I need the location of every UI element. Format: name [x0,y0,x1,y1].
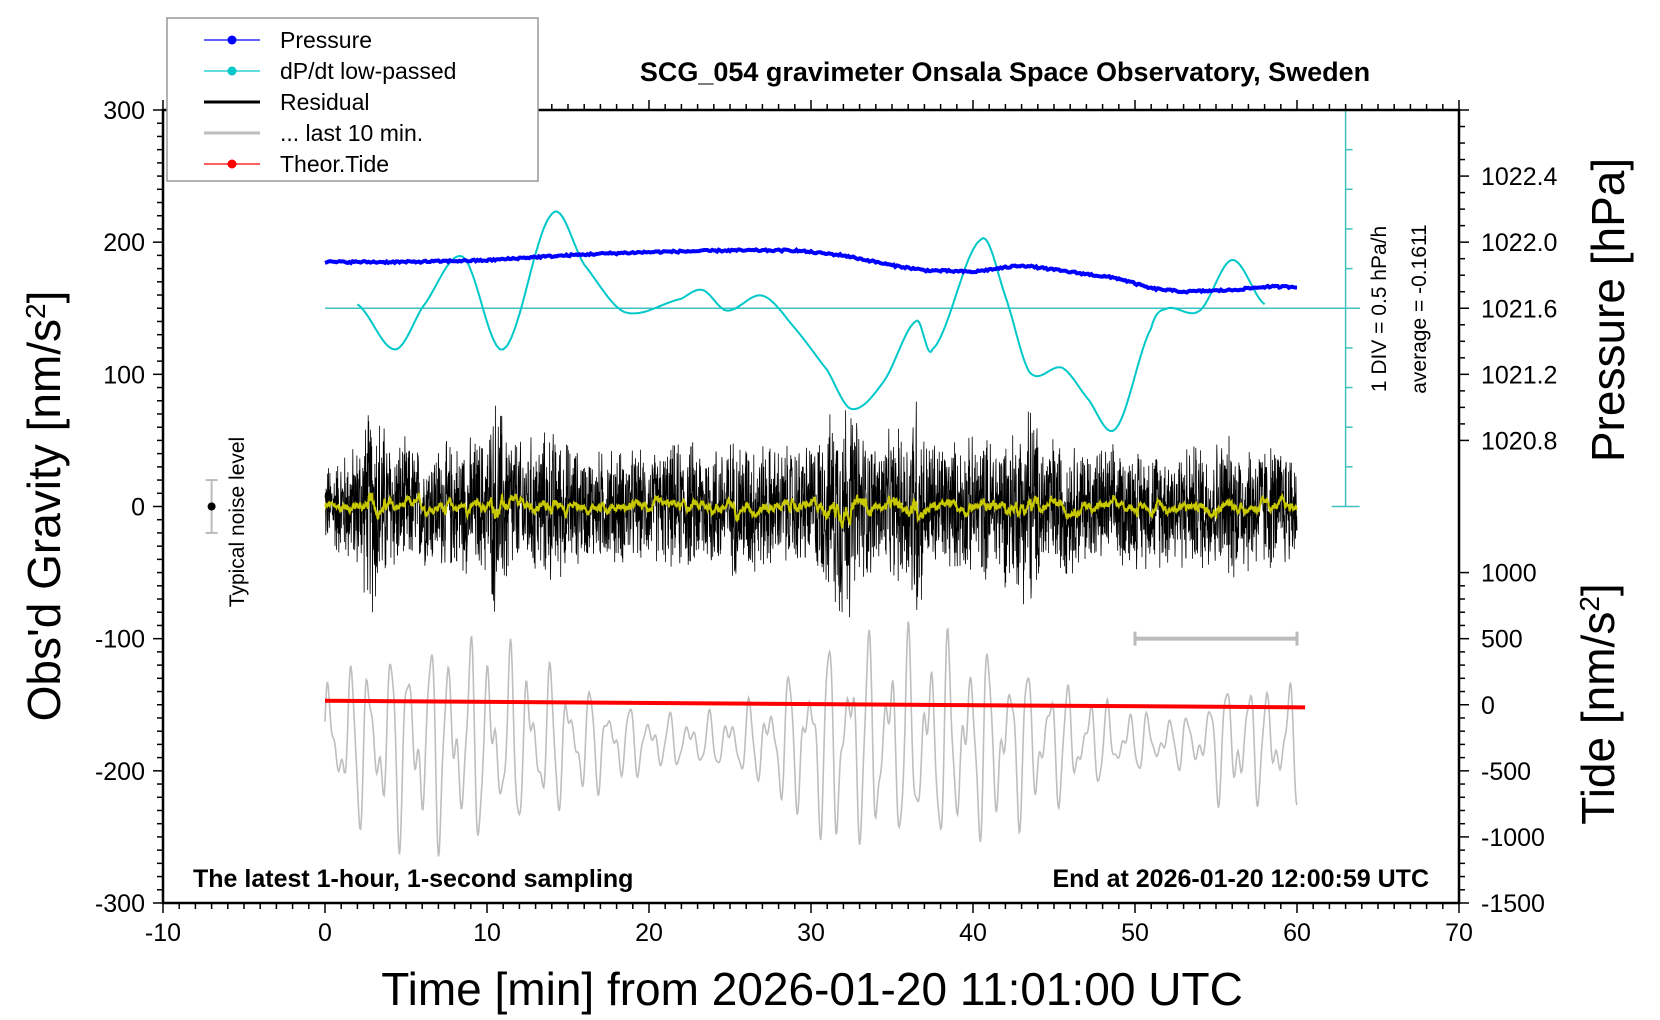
y-tick-label: -300 [95,890,145,918]
tide-tick-label: 1000 [1481,560,1537,588]
legend-label: ... last 10 min. [280,120,423,146]
pressure-tick-label: 1022.0 [1481,229,1557,257]
tide-tick-label: -500 [1481,758,1531,786]
legend-marker-1 [227,66,237,76]
legend-label: Residual [280,89,370,115]
x-tick-label: 60 [1283,919,1311,947]
last-10-min-trace [324,621,1298,857]
y-tick-label: 200 [103,229,145,257]
residual-trace [324,401,1298,618]
theoretical-tide-trace [324,698,1306,710]
y-axis-label-gravity: Obs'd Gravity [nm/s2] [18,291,70,722]
x-tick-label: 50 [1121,919,1149,947]
tide-tick-label: 500 [1481,626,1523,654]
legend-box [166,17,539,182]
pressure-trace [324,247,1298,295]
axes: -10 0 10 20 30 40 50 60 70-300-200-1000100200300… [95,97,1558,947]
plot-traces [205,210,1360,857]
x-tick-label: 30 [797,919,825,947]
y-tick-label: -200 [95,758,145,786]
tide-tick-label: 0 [1481,692,1495,720]
x-axis-label: Time [min] from 2026-01-20 11:01:00 UTC [381,963,1243,1015]
legend-label: Theor.Tide [280,151,389,177]
dpdt-scale-label: 1 DIV = 0.5 hPa/h [1368,226,1391,392]
legend-label: dP/dt low-passed [280,58,456,84]
legend-marker-0 [227,35,237,45]
x-tick-label: 70 [1445,919,1473,947]
noise-level-dot [207,502,216,511]
y-tick-label: -100 [95,626,145,654]
pressure-tick-label: 1020.8 [1481,427,1557,455]
pressure-tick-label: 1022.4 [1481,163,1558,191]
y-axis-label-pressure: Pressure [hPa] [1582,158,1634,462]
x-tick-label: 0 [318,919,332,947]
x-tick-label: 10 [473,919,501,947]
legend: Pressure dP/dt low-passed Residual ... last… [166,17,539,182]
y-tick-label: 100 [103,361,145,389]
end-time-note: End at 2026-01-20 12:00:59 UTC [1052,865,1429,893]
x-tick-label: -10 [145,919,181,947]
x-tick-label: 40 [959,919,987,947]
pressure-tick-label: 1021.6 [1481,295,1557,323]
dpdt-trace [356,210,1266,433]
tide-tick-label: -1500 [1481,890,1545,918]
pressure-tick-label: 1021.2 [1481,361,1557,389]
legend-label: Pressure [280,27,372,53]
chart-title: SCG_054 gravimeter Onsala Space Observat… [640,57,1370,87]
tide-tick-label: -1000 [1481,824,1545,852]
x-tick-label: 20 [635,919,663,947]
sampling-note: The latest 1-hour, 1-second sampling [193,865,633,893]
y-tick-label: 0 [131,494,145,522]
dpdt-average-label: average = -0.1611 [1408,224,1431,394]
noise-level-label: Typical noise level [226,437,249,607]
y-axis-label-tide: Tide [nm/s2] [1572,583,1624,824]
y-tick-label: 300 [103,97,145,125]
legend-marker-4 [227,159,237,169]
residual-lowpass-trace [324,491,1298,529]
